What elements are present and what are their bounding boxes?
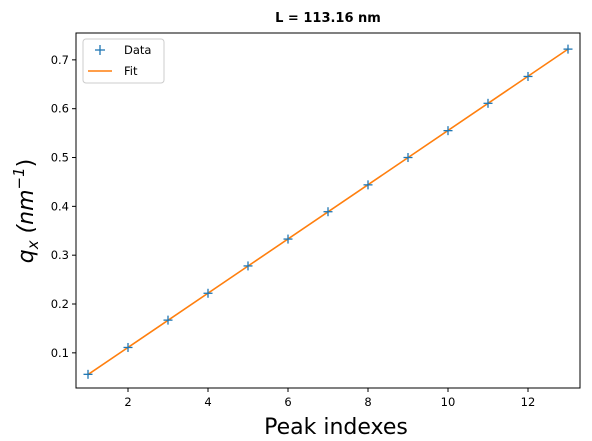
data-point <box>363 180 373 190</box>
legend-marker-data <box>95 45 105 55</box>
data-point <box>203 288 213 298</box>
y-axis-label-unit-open: (nm <box>14 189 39 240</box>
y-axis-label: qx (nm−1) <box>10 159 42 264</box>
x-tick-label: 2 <box>124 395 131 409</box>
x-tick-label: 8 <box>364 395 371 409</box>
legend-label-data: Data <box>124 43 151 57</box>
y-tick-label: 0.1 <box>51 346 69 360</box>
y-axis-label-unit-close: ) <box>14 159 39 168</box>
y-tick-label: 0.5 <box>51 151 69 165</box>
data-point <box>83 369 93 379</box>
data-series <box>83 44 573 379</box>
data-point <box>283 234 293 244</box>
y-tick-label: 0.4 <box>51 199 69 213</box>
y-tick-label: 0.2 <box>51 297 69 311</box>
data-point <box>443 126 453 136</box>
y-axis-ticks: 0.1 0.2 0.3 0.4 0.5 0.6 0.7 <box>51 53 76 360</box>
y-tick-label: 0.7 <box>51 53 69 67</box>
data-point <box>163 315 173 325</box>
data-point <box>403 153 413 163</box>
x-tick-label: 4 <box>204 395 211 409</box>
legend: Data Fit <box>82 38 165 84</box>
legend-label-fit: Fit <box>124 64 138 78</box>
data-point <box>323 207 333 217</box>
data-point <box>123 342 133 352</box>
x-axis-ticks: 2 4 6 8 10 12 <box>124 388 535 409</box>
y-axis-label-base: q <box>14 249 39 263</box>
data-point <box>563 44 573 54</box>
x-tick-label: 10 <box>441 395 456 409</box>
chart-title: L = 113.16 nm <box>275 11 381 26</box>
y-axis-label-superscript: −1 <box>10 167 28 189</box>
y-tick-label: 0.6 <box>51 102 69 116</box>
x-axis-label: Peak indexes <box>264 415 408 440</box>
x-tick-label: 12 <box>521 395 536 409</box>
x-tick-label: 6 <box>284 395 291 409</box>
data-point <box>483 98 493 108</box>
y-axis-label-subscript: x <box>24 240 42 250</box>
data-point <box>243 261 253 271</box>
data-point <box>523 71 533 81</box>
y-tick-label: 0.3 <box>51 248 69 262</box>
